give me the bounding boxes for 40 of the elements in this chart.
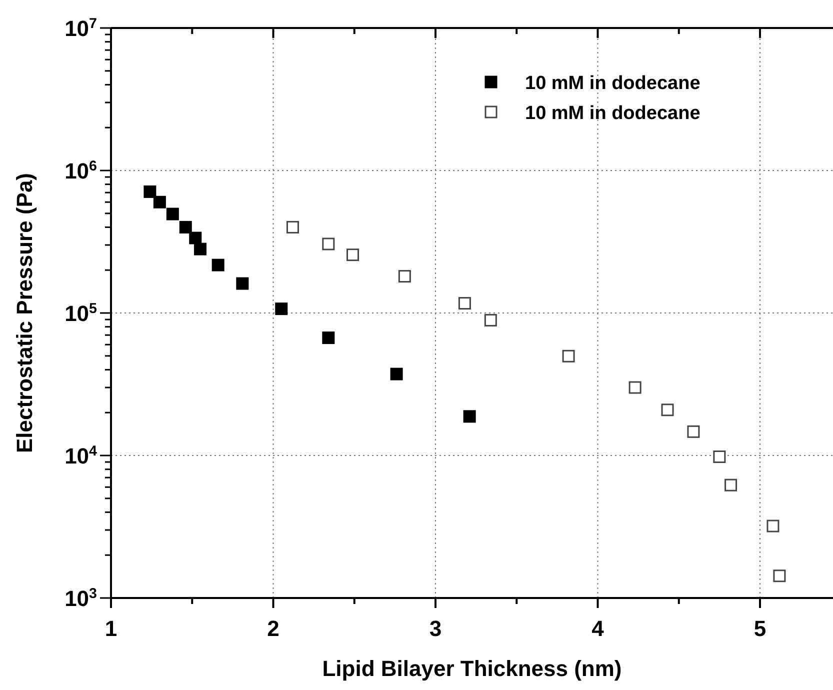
point: [766, 520, 780, 532]
y-tick-label: 10$^{7}$: [64, 16, 98, 41]
point: [322, 238, 335, 250]
x-axis-title: Lipid Bilayer Thickness (nm): [322, 656, 622, 681]
point: [484, 314, 497, 326]
x-tick-label: 3: [429, 616, 442, 641]
point: [463, 410, 476, 423]
point: [144, 185, 156, 198]
point: [398, 270, 411, 283]
legend-label: 10 mM in dodecane: [525, 73, 700, 94]
point: [562, 350, 575, 362]
point: [390, 368, 403, 380]
point: [661, 404, 674, 416]
legend-label: 10 mM in dodecane: [525, 103, 700, 124]
point: [713, 450, 726, 463]
point: [724, 478, 738, 492]
x-tick-label: 5: [754, 616, 766, 641]
point: [773, 570, 786, 582]
point: [194, 242, 206, 256]
point: [628, 381, 642, 394]
point: [275, 302, 288, 316]
x-tick-label: 4: [592, 616, 605, 641]
point: [286, 220, 299, 234]
point: [212, 258, 224, 272]
y-tick-label: 10$^{4}$: [64, 444, 98, 468]
point: [236, 277, 249, 290]
point: [179, 220, 192, 234]
point: [687, 425, 700, 438]
x-tick-label: 2: [267, 616, 280, 641]
point: [458, 297, 471, 310]
y-axis-title: Electrostatic Pressure (Pa): [12, 172, 37, 454]
point: [166, 208, 179, 220]
point: [153, 196, 166, 208]
y-tick-label: 10$^{3}$: [64, 586, 98, 611]
point: [322, 332, 335, 344]
point: [189, 232, 202, 244]
x-tick-label: 1: [104, 616, 118, 641]
y-tick-label: 10$^{5}$: [64, 301, 98, 326]
y-tick-label: 10$^{6}$: [64, 158, 98, 184]
point: [346, 248, 359, 262]
